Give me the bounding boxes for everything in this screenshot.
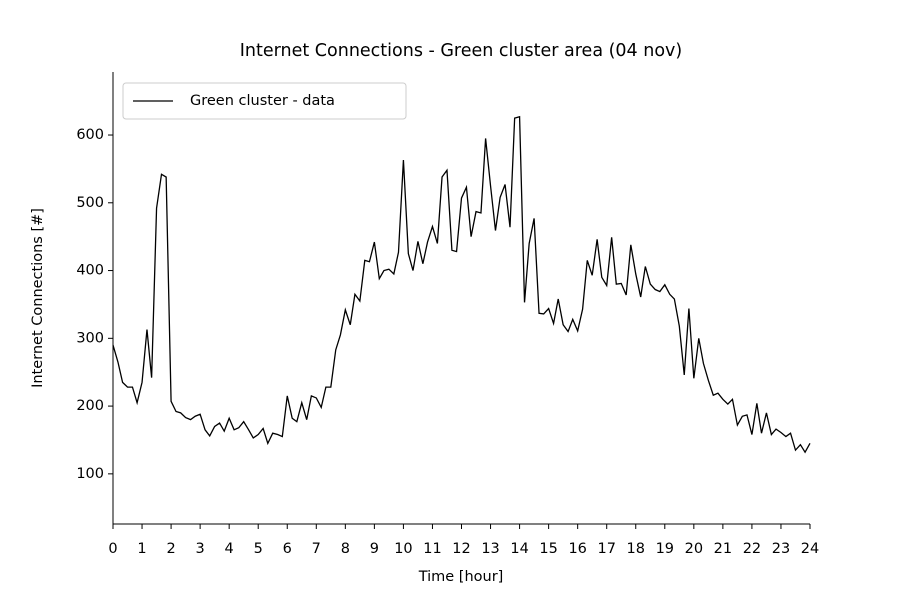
- x-tick-label: 21: [714, 541, 732, 557]
- y-tick-label: 600: [76, 127, 104, 143]
- x-tick-label: 6: [283, 541, 292, 557]
- x-tick-label: 9: [370, 541, 379, 557]
- y-tick-label: 300: [76, 330, 104, 346]
- x-tick-label: 22: [743, 541, 761, 557]
- x-tick-label: 18: [627, 541, 645, 557]
- x-tick-label: 3: [196, 541, 205, 557]
- x-tick-label: 1: [137, 541, 146, 557]
- x-tick-label: 11: [423, 541, 441, 557]
- x-tick-label: 7: [312, 541, 321, 557]
- legend-label: Green cluster - data: [190, 93, 335, 109]
- x-tick-label: 0: [108, 541, 117, 557]
- x-tick-label: 15: [539, 541, 557, 557]
- x-tick-label: 5: [254, 541, 263, 557]
- x-tick-label: 14: [510, 541, 528, 557]
- x-tick-label: 13: [481, 541, 499, 557]
- x-axis-label: Time [hour]: [418, 569, 504, 585]
- y-tick-label: 500: [76, 195, 104, 211]
- y-tick-label: 400: [76, 263, 104, 279]
- x-tick-label: 24: [801, 541, 819, 557]
- y-tick-label: 100: [76, 466, 104, 482]
- y-tick-label: 200: [76, 398, 104, 414]
- x-tick-label: 8: [341, 541, 350, 557]
- x-tick-label: 16: [568, 541, 586, 557]
- x-tick-label: 2: [166, 541, 175, 557]
- x-tick-label: 12: [452, 541, 470, 557]
- chart-title: Internet Connections - Green cluster are…: [240, 41, 683, 61]
- y-axis-label: Internet Connections [#]: [30, 208, 46, 388]
- x-tick-label: 19: [656, 541, 674, 557]
- x-tick-label: 10: [394, 541, 412, 557]
- legend-box: [122, 82, 407, 120]
- x-tick-label: 23: [772, 541, 790, 557]
- data-line: [112, 115, 811, 454]
- x-tick-label: 4: [225, 541, 234, 557]
- x-tick-label: 20: [685, 541, 703, 557]
- x-tick-label: 17: [597, 541, 615, 557]
